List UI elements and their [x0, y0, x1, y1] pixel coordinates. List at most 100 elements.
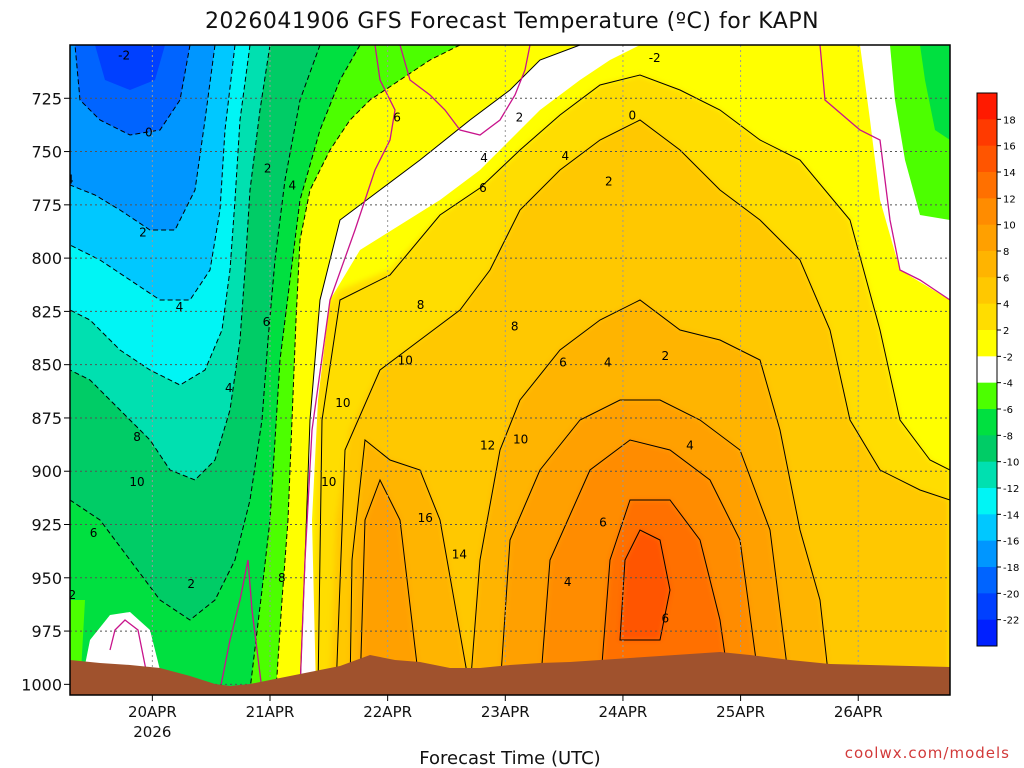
- y-tick-label-900: 900: [31, 462, 62, 481]
- x-tick-label-21APR: 21APR: [246, 703, 295, 721]
- contour-14: [599, 499, 731, 691]
- colorbar-swatch: [977, 488, 997, 515]
- colorbar-tick-label: 8: [1003, 247, 1009, 258]
- contour-label: 6: [393, 110, 401, 124]
- colorbar-swatch: [977, 461, 997, 489]
- colorbar-swatch: [977, 356, 997, 384]
- y-tick-label-800: 800: [31, 249, 62, 268]
- contour-label: 0: [145, 125, 153, 139]
- contour-label: 4: [480, 151, 488, 165]
- contour-16: [619, 529, 671, 641]
- contour-10: [499, 399, 791, 691]
- contour-label: -10: [0, 460, 1, 474]
- colorbar-tick-label: 18: [1003, 115, 1016, 126]
- y-tick-label-975: 975: [31, 622, 62, 641]
- y-tick-label-725: 725: [31, 89, 62, 108]
- contour-minus4: [249, 45, 361, 691]
- x-tick-label-24APR: 24APR: [599, 703, 648, 721]
- contour-label: 2: [69, 588, 77, 602]
- credit-text: coolwx.com/models: [845, 744, 1010, 762]
- colorbar-swatch: [977, 198, 997, 226]
- contour-label: 2: [516, 110, 524, 124]
- contour-label: 4: [561, 149, 569, 163]
- contour-label: 10: [129, 475, 144, 489]
- colorbar-swatch: [977, 224, 997, 252]
- x-tick-label-25APR: 25APR: [716, 703, 765, 721]
- chart-title: 2026041906 GFS Forecast Temperature (ºC)…: [205, 9, 819, 34]
- x-tick-label-23APR: 23APR: [481, 703, 530, 721]
- plot-area: -202-18-18-16-12-14-8-4-8-10-6-4-2244662…: [0, 45, 950, 695]
- contour-label: 4: [176, 300, 184, 314]
- colorbar-tick-label: 16: [1003, 142, 1016, 153]
- pressure-gridlines: [70, 97, 950, 685]
- colorbar-swatch: [977, 619, 997, 647]
- colorbar-swatch: [977, 514, 997, 542]
- contour-label: 10: [513, 432, 528, 446]
- contour-label: 6: [661, 611, 669, 625]
- contour-label: 12: [480, 439, 495, 453]
- contour-label: 2: [264, 162, 272, 176]
- cold-upper-right-minus4: [920, 45, 950, 140]
- contour-label: 6: [599, 515, 607, 529]
- contour-label: 10: [321, 475, 336, 489]
- colorbar-tick-label: -12: [1003, 484, 1019, 495]
- colorbar-swatch: [977, 593, 997, 621]
- terrain: [70, 652, 950, 695]
- x-tick-label-26APR: 26APR: [834, 703, 883, 721]
- colorbar-swatch: [977, 330, 997, 357]
- contour-label: -2: [118, 49, 130, 63]
- colorbar-swatch: [977, 435, 997, 463]
- x-axis-label: Forecast Time (UTC): [419, 748, 600, 768]
- contour-label: 16: [418, 511, 433, 525]
- colorbar-tick-label: -18: [1003, 563, 1019, 574]
- colorbar-tick-label: -22: [1003, 616, 1019, 627]
- contour-label: -8: [32, 336, 44, 350]
- x-tick-label-20APR: 20APR: [128, 703, 177, 721]
- x-tick-label-22APR: 22APR: [363, 703, 412, 721]
- band-16: [620, 530, 670, 640]
- contour-labels: -202-18-18-16-12-14-8-4-8-10-6-4-2244662…: [0, 49, 694, 626]
- contour-label: 8: [511, 319, 519, 333]
- contour-label: 8: [278, 571, 286, 585]
- contour-label: 2: [605, 174, 613, 188]
- contour-label: 4: [604, 356, 612, 370]
- contour-label: 10: [398, 353, 413, 367]
- contour-label: 6: [263, 315, 271, 329]
- colorbar-tick-label: -10: [1003, 458, 1019, 469]
- contour-lines: [70, 45, 950, 691]
- colorbar-swatch: [977, 251, 997, 278]
- colorbar-swatch: [977, 540, 997, 568]
- colorbar-swatch: [977, 119, 997, 147]
- colorbar-swatch: [977, 277, 997, 305]
- contour-label: 2: [661, 349, 669, 363]
- colorbar-tick-label: 2: [1003, 326, 1009, 337]
- contour-2-west: [299, 45, 581, 691]
- colorbar-tick-label: -16: [1003, 537, 1019, 548]
- contour-4: [317, 74, 950, 691]
- contour-label: 10: [335, 396, 350, 410]
- colorbar: 18 16 14 12 10 8 6 4 2 -2 -4 -6 -8 -10 -12 -14 -16 -18 -20…: [976, 92, 1019, 647]
- contour-label: 6: [479, 181, 487, 195]
- contour-label: 2: [187, 577, 195, 591]
- contour-label: 6: [559, 356, 567, 370]
- contour-label: 2: [139, 226, 147, 240]
- colorbar-swatch: [977, 409, 997, 436]
- white-zero-band: [300, 45, 640, 690]
- y-tick-label-750: 750: [31, 143, 62, 162]
- y-tick-label-950: 950: [31, 569, 62, 588]
- y-tick-label-925: 925: [31, 516, 62, 535]
- contour-label: 4: [686, 439, 694, 453]
- colorbar-swatch: [977, 172, 997, 199]
- contour-label: 4: [564, 575, 572, 589]
- colorbar-tick-label: 12: [1003, 194, 1016, 205]
- contour-minus6: [70, 45, 321, 621]
- x-axis: 20APR 21APR 22APR 23APR 24APR 25APR 26APR 2026: [128, 695, 883, 741]
- colorbar-swatch: [977, 303, 997, 331]
- y-tick-label-775: 775: [31, 196, 62, 215]
- y-tick-label-875: 875: [31, 409, 62, 428]
- x-year-label: 2026: [133, 723, 171, 741]
- colorbar-tick-label: -4: [1003, 379, 1013, 390]
- contour-label: -4: [62, 172, 74, 186]
- colorbar-tick-label: -20: [1003, 589, 1019, 600]
- colorbar-tick-label: -14: [1003, 510, 1019, 521]
